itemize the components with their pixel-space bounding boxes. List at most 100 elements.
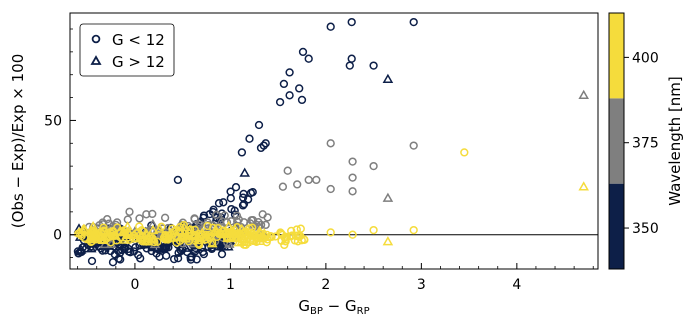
data-point	[186, 253, 195, 262]
data-point	[293, 180, 302, 189]
data-point	[227, 217, 236, 226]
y-tick-label: 0	[53, 228, 62, 244]
data-point	[180, 233, 192, 243]
data-point	[348, 230, 357, 239]
legend-circle-marker	[91, 34, 101, 44]
data-point	[210, 224, 221, 234]
data-point	[198, 247, 208, 257]
y-axis-ticks: 0 50	[44, 28, 76, 258]
data-point	[285, 68, 294, 77]
data-point	[73, 247, 83, 256]
data-point	[312, 175, 321, 185]
data-point	[296, 224, 305, 233]
data-point	[245, 232, 256, 242]
data-point	[130, 233, 142, 243]
data-point	[248, 187, 257, 197]
data-point	[326, 184, 335, 194]
data-point	[214, 199, 224, 208]
colorbar-tick-label: 400	[632, 50, 659, 66]
data-point	[169, 254, 179, 264]
x-label-minus: − G	[323, 297, 357, 315]
data-point	[103, 227, 115, 237]
data-point	[348, 187, 357, 196]
data-point	[275, 97, 285, 107]
x-axis-label: GBP − GRP	[298, 297, 369, 317]
data-point	[160, 213, 170, 222]
x-axis-ticks: 0 1 2 3 4	[77, 263, 594, 293]
data-point	[258, 231, 270, 242]
data-point	[248, 223, 257, 232]
data-point	[347, 54, 356, 63]
data-point	[232, 232, 243, 243]
data-point	[283, 166, 292, 175]
data-point	[108, 258, 118, 267]
data-point	[114, 254, 123, 263]
data-point	[117, 226, 128, 237]
data-point	[287, 226, 296, 236]
data-point	[125, 207, 134, 216]
data-point	[345, 61, 354, 70]
data-point	[246, 219, 255, 228]
data-point	[148, 209, 157, 219]
data-points	[73, 17, 589, 267]
data-point	[326, 139, 335, 148]
data-point	[277, 236, 286, 245]
data-point	[75, 244, 87, 254]
data-point	[87, 220, 99, 231]
data-point	[154, 223, 165, 233]
data-point	[369, 225, 378, 235]
data-point	[162, 251, 171, 260]
x-tick-label: 1	[226, 277, 235, 293]
data-point	[180, 242, 191, 252]
data-point	[215, 216, 227, 226]
data-point	[131, 243, 140, 252]
data-point	[298, 47, 308, 57]
legend-box	[79, 23, 175, 77]
data-point	[190, 215, 199, 224]
data-point	[382, 73, 394, 84]
data-point	[409, 141, 418, 150]
data-point	[122, 221, 133, 231]
data-point	[195, 240, 204, 250]
x-tick-label: 0	[130, 277, 139, 293]
data-point	[85, 243, 97, 253]
data-point	[348, 173, 357, 182]
data-point	[203, 221, 212, 231]
data-point	[178, 221, 190, 232]
data-point	[279, 79, 289, 89]
data-point	[297, 95, 307, 105]
x-label-sub-bp: BP	[310, 306, 323, 317]
data-point	[234, 228, 246, 238]
data-point	[173, 175, 183, 185]
colorbar-frame	[608, 12, 625, 270]
y-tick-label: 50	[44, 113, 62, 129]
data-point	[194, 229, 203, 239]
data-point	[238, 201, 248, 210]
data-point	[112, 218, 122, 227]
data-point	[114, 240, 125, 251]
data-point	[78, 243, 87, 252]
legend-label-faint: G > 12	[112, 53, 165, 71]
data-point	[245, 134, 254, 143]
data-point	[578, 89, 589, 100]
data-point	[199, 213, 208, 222]
data-point	[295, 84, 304, 93]
data-point	[86, 230, 97, 240]
data-point	[121, 232, 133, 242]
data-point	[237, 148, 247, 157]
data-point	[239, 199, 249, 209]
data-point	[207, 238, 218, 248]
data-point	[326, 22, 335, 31]
x-tick-label: 2	[321, 277, 330, 293]
data-point	[98, 218, 107, 227]
data-point	[326, 228, 335, 237]
data-point	[292, 225, 301, 234]
colorbar-band	[609, 13, 624, 99]
data-point	[460, 148, 469, 157]
data-point	[369, 161, 378, 171]
data-point	[369, 61, 378, 70]
data-point	[409, 225, 418, 235]
data-point	[304, 175, 313, 185]
colorbar-tick-label: 375	[632, 136, 659, 152]
